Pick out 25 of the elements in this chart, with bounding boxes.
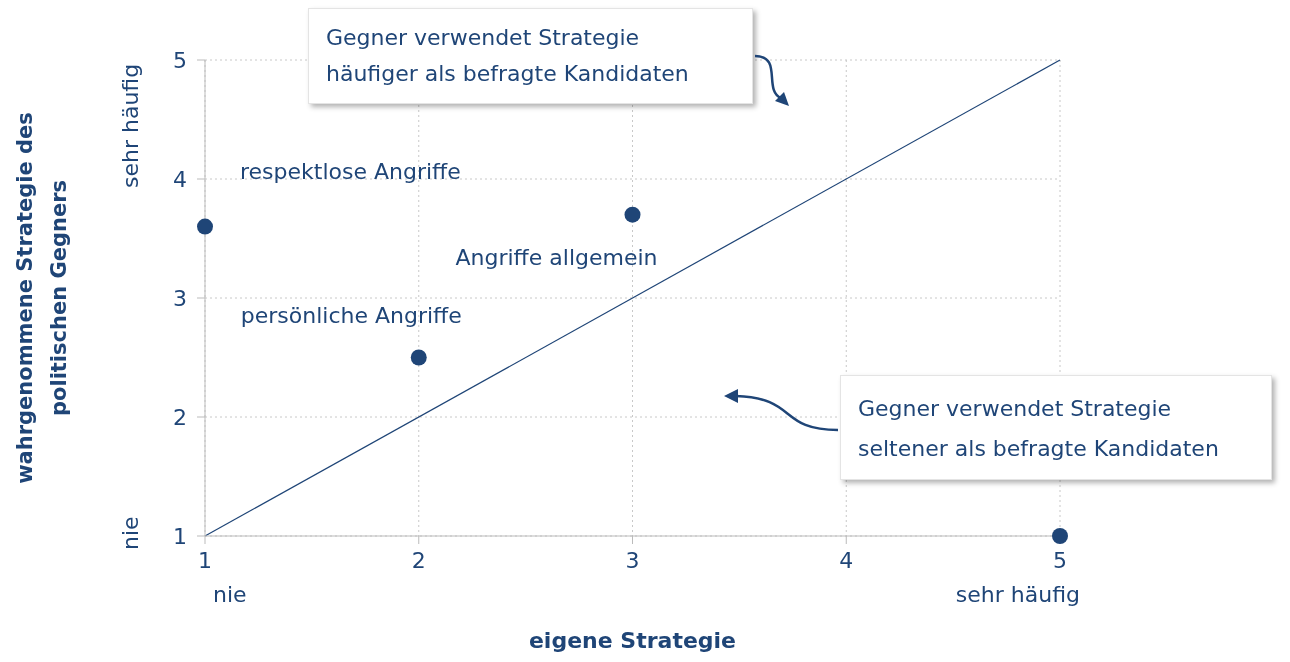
- point: [624, 206, 641, 223]
- annotation: respektlose Angriffe: [240, 158, 461, 184]
- x-axis-title: eigene Strategie: [527, 628, 738, 653]
- text: sehr häufig: [955, 582, 1080, 607]
- x-tick-label: 4: [839, 547, 854, 573]
- x-tick-label: 5: [1053, 547, 1067, 573]
- text: nie: [213, 582, 247, 607]
- y-tick-label: 4: [173, 166, 187, 192]
- point: [1052, 528, 1068, 544]
- annotation: Gegner verwendet Strategie seltener als befragte Kandidaten: [858, 395, 1220, 463]
- y-tick-label: 3: [173, 285, 187, 311]
- y-axis-title: wahrgenommene Strategie des politischen Gegners: [12, 111, 72, 486]
- y-tick-label: 1: [173, 523, 187, 549]
- annotation: Gegner verwendet Strategie häufiger als befragte Kandidaten: [326, 24, 690, 88]
- y-tick-label: 2: [173, 404, 187, 430]
- x-tick-label: 3: [625, 547, 640, 573]
- annotation: Angriffe allgemein: [455, 244, 658, 270]
- text: sehr häufig: [118, 63, 143, 188]
- point: [197, 218, 213, 235]
- annotation: persönliche Angriffe: [240, 302, 462, 328]
- text: nie: [118, 516, 143, 550]
- x-tick-label: 1: [198, 547, 212, 573]
- y-tick-label: 5: [173, 47, 187, 73]
- x-tick-label: 2: [411, 547, 426, 573]
- point: [410, 349, 427, 366]
